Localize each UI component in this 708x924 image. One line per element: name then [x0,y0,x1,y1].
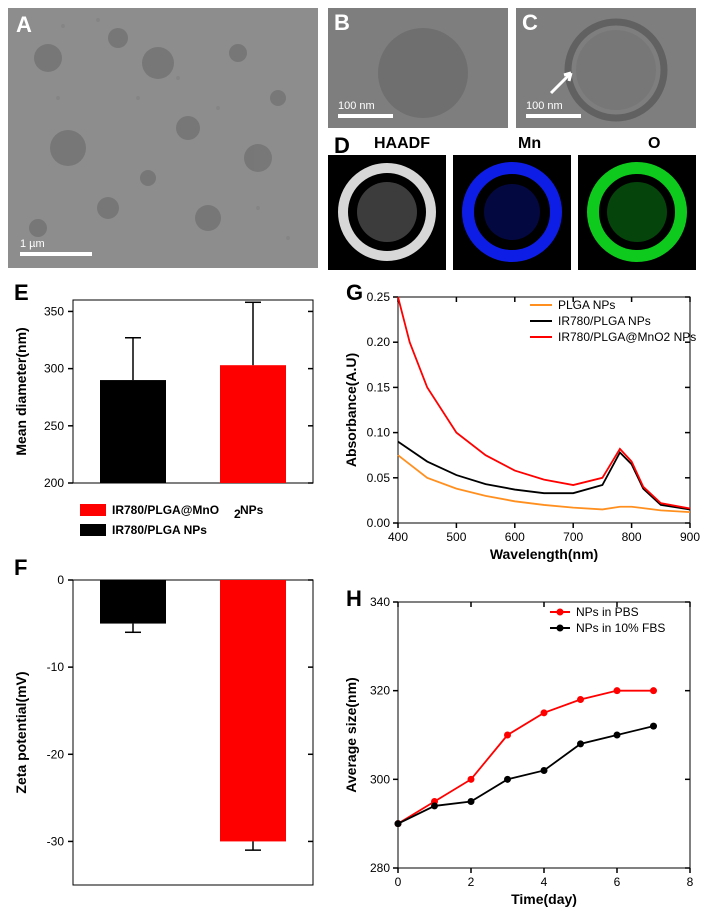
svg-text:IR780/PLGA NPs: IR780/PLGA NPs [558,314,651,328]
panel-a-tem: A 1 µm [8,8,318,268]
svg-text:0.05: 0.05 [367,471,391,485]
svg-text:PLGA NPs: PLGA NPs [558,298,615,312]
svg-text:500: 500 [446,530,466,544]
svg-text:Time(day): Time(day) [511,891,577,907]
chart-g: 400 500 600 700 800 900 0.00 0.05 0.10 0.15 0.20 0.… [340,285,700,565]
svg-text:Mean diameter(nm): Mean diameter(nm) [13,327,29,455]
panel-b-scalebar-text: 100 nm [338,100,375,112]
svg-text:200: 200 [44,476,64,490]
legend-ef-item-1: IR780/PLGA NPs [112,523,207,537]
panel-b-scalebar [338,114,393,118]
svg-text:700: 700 [563,530,583,544]
svg-text:900: 900 [680,530,700,544]
svg-text:NPs: NPs [240,503,264,517]
panel-c-tem: C 100 nm [516,8,696,128]
panel-h-label: H [346,586,362,612]
svg-text:0: 0 [395,875,402,889]
svg-text:250: 250 [44,419,64,433]
legend-ef-item-0: IR780/PLGA@MnO [112,503,219,517]
svg-text:800: 800 [622,530,642,544]
panel-b-label: B [334,10,350,36]
panel-f-label: F [14,555,27,581]
svg-text:-30: -30 [47,834,65,848]
panel-a-label: A [16,12,32,38]
svg-text:NPs in 10% FBS: NPs in 10% FBS [576,621,665,635]
panel-d-haadf-label: HAADF [374,135,430,153]
panel-a-scalebar-text: 1 µm [20,238,45,250]
panel-a-scalebar [20,252,92,256]
svg-text:NPs in PBS: NPs in PBS [576,605,639,619]
svg-text:320: 320 [370,684,390,698]
svg-text:Average size(nm): Average size(nm) [343,677,359,792]
chart-e: 200 250 300 350 Mean diameter(nm) [8,285,328,495]
panel-c-scalebar [526,114,581,118]
svg-text:0.10: 0.10 [367,426,391,440]
svg-text:340: 340 [370,595,390,609]
panel-d-o-label: O [648,135,660,153]
svg-text:Absorbance(A.U): Absorbance(A.U) [343,353,359,467]
panel-e-label: E [14,280,29,306]
svg-text:0: 0 [57,573,64,587]
svg-text:8: 8 [687,875,694,889]
svg-text:6: 6 [614,875,621,889]
svg-text:280: 280 [370,861,390,875]
svg-text:Wavelength(nm): Wavelength(nm) [490,546,598,562]
svg-text:IR780/PLGA@MnO2 NPs: IR780/PLGA@MnO2 NPs [558,330,696,344]
chart-f: 0 -10 -20 -30 Zeta potential(mV) [8,555,328,905]
panel-d-mn-label: Mn [518,135,541,153]
svg-text:0.25: 0.25 [367,290,391,304]
svg-text:-20: -20 [47,747,65,761]
panel-c-label: C [522,10,538,36]
svg-text:0.00: 0.00 [367,516,391,530]
panel-b-tem: B 100 nm [328,8,508,128]
chart-h: 0 2 4 6 8 280 300 320 340 Time(day) Average size(n… [340,590,700,910]
svg-text:300: 300 [370,772,390,786]
panel-d-label: D [334,133,350,159]
svg-text:0.20: 0.20 [367,335,391,349]
panel-g-label: G [346,280,363,306]
legend-ef: IR780/PLGA@MnO 2 NPs IR780/PLGA NPs [80,500,340,544]
svg-text:2: 2 [468,875,475,889]
panel-c-scalebar-text: 100 nm [526,100,563,112]
panel-d-container: D HAADF Mn O [328,133,696,270]
svg-text:300: 300 [44,362,64,376]
svg-text:600: 600 [505,530,525,544]
svg-text:350: 350 [44,304,64,318]
svg-text:-10: -10 [47,660,65,674]
svg-text:400: 400 [388,530,408,544]
svg-text:0.15: 0.15 [367,380,391,394]
svg-text:Zeta potential(mV): Zeta potential(mV) [13,671,29,793]
svg-text:4: 4 [541,875,548,889]
